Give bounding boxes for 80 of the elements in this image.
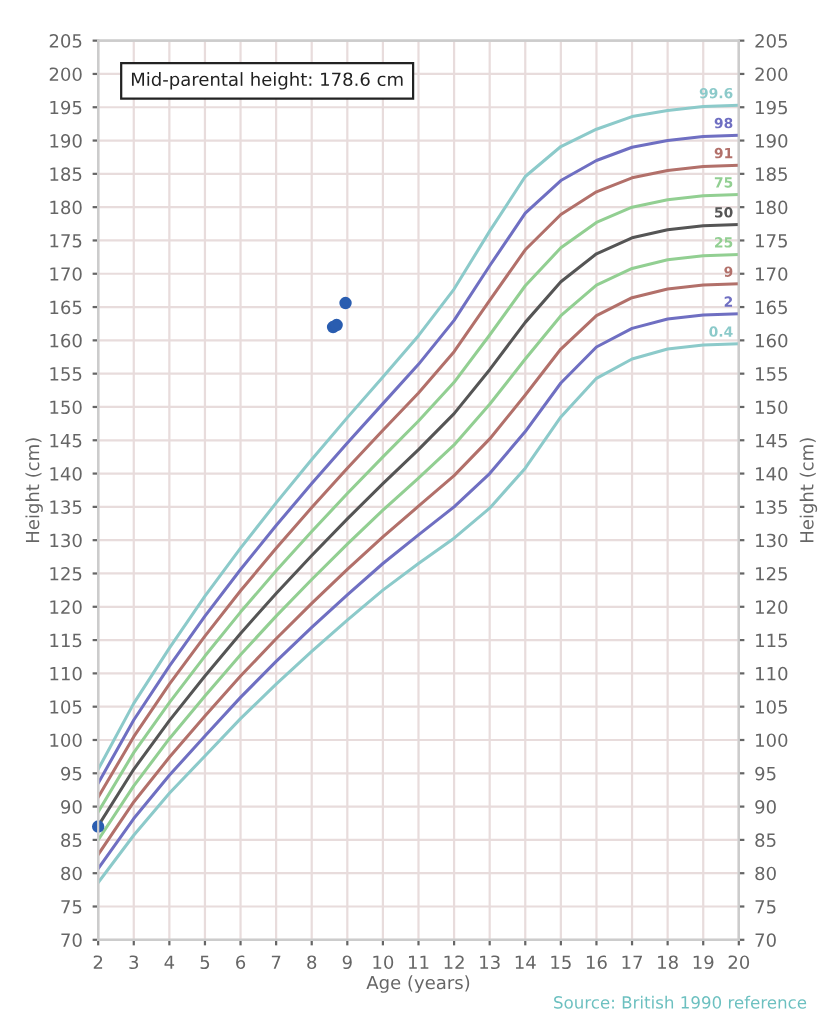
y2-tick-label: 85 [755,833,776,848]
x-tick-label: 13 [480,955,500,970]
y2-tick-label: 105 [756,700,787,714]
y2-tick-label: 90 [755,800,776,814]
y2-tick-label: 130 [756,533,788,548]
y-tick-label: 105 [50,700,82,714]
y-tick-label: 125 [50,566,82,581]
y2-tick-label: 180 [756,200,788,215]
y-tick-label: 140 [50,467,82,481]
x-tick-label: 9 [342,955,352,970]
y2-tick-label: 200 [755,67,788,82]
y-tick-label: 185 [50,167,82,181]
y-tick-label: 170 [50,267,82,281]
y2-tick-label: 80 [755,866,776,881]
y2-tick-label: 135 [756,500,787,514]
y-tick-label: 130 [50,533,82,548]
y2-tick-label: 185 [756,167,787,181]
y-tick-label: 205 [49,34,82,48]
y-tick-label: 75 [61,900,82,914]
x-tick-label: 3 [129,955,139,970]
y-tick-label: 100 [50,733,82,748]
x-tick-label: 10 [373,955,394,970]
x-tick-label: 6 [236,955,246,970]
y-tick-label: 120 [50,600,82,614]
y2-tick-label: 110 [756,666,788,681]
x-tick-label: 15 [551,955,571,970]
y2-tick-label: 120 [756,600,788,614]
y-axis-title: Height (cm) [25,438,43,542]
y-tick-label: 90 [61,800,82,814]
annotation: Mid-parental height: 178.6 cm [131,72,403,90]
x-tick-label: 7 [271,955,281,969]
y2-tick-label: 195 [756,100,787,115]
x-tick-label: 18 [658,955,678,970]
y-tick-label: 95 [61,766,82,781]
x-tick-label: 8 [307,955,317,970]
y-tick-label: 180 [50,200,82,215]
x-tick-label: 5 [200,955,210,970]
y2-tick-label: 140 [756,467,788,481]
y2-tick-label: 190 [756,134,788,148]
y-tick-label: 155 [50,367,82,381]
y2-tick-label: 205 [755,34,787,48]
y-tick-label: 110 [50,666,82,681]
x-axis-title: Age (years) [366,975,470,993]
y-tick-label: 190 [50,134,82,148]
x-tick-label: 4 [164,955,175,969]
y2-tick-label: 160 [756,333,788,348]
x-tick-label: 11 [408,955,429,969]
y-tick-label: 115 [50,633,82,648]
y2-tick-label: 155 [756,367,787,381]
source-note: Source: British 1990 reference [554,995,807,1009]
y2-tick-label: 165 [756,300,787,315]
y-tick-label: 175 [50,234,82,248]
x-tick-label: 17 [622,955,642,969]
x-tick-label: 20 [728,955,750,970]
x-tick-label: 12 [444,955,464,969]
y2-tick-label: 95 [755,766,776,781]
y-tick-label: 160 [50,333,82,348]
y-tick-label: 135 [50,500,82,514]
y-tick-label: 85 [61,833,82,848]
y2-tick-label: 75 [755,900,776,914]
y2-tick-label: 125 [756,566,787,581]
y-tick-label: 195 [50,100,82,115]
y2-tick-label: 115 [756,633,787,648]
x-tick-label: 19 [693,955,714,970]
y2-tick-label: 175 [756,234,787,248]
y-tick-label: 150 [50,400,82,415]
y2-tick-label: 170 [756,267,788,281]
y2-tick-label: 150 [756,400,788,415]
x-tick-label: 16 [586,955,607,970]
y-tick-label: 200 [49,67,82,82]
y-tick-label: 80 [61,866,82,881]
y-tick-label: 145 [50,433,82,448]
y2-axis-title: Height (cm) [799,438,818,542]
y-tick-label: 70 [61,933,82,947]
x-tick-label: 14 [515,955,536,969]
y2-tick-label: 70 [755,933,776,947]
y2-tick-label: 145 [756,433,787,448]
y2-tick-label: 100 [756,733,788,748]
x-tick-label: 2 [93,955,103,969]
y-tick-label: 165 [50,300,82,315]
